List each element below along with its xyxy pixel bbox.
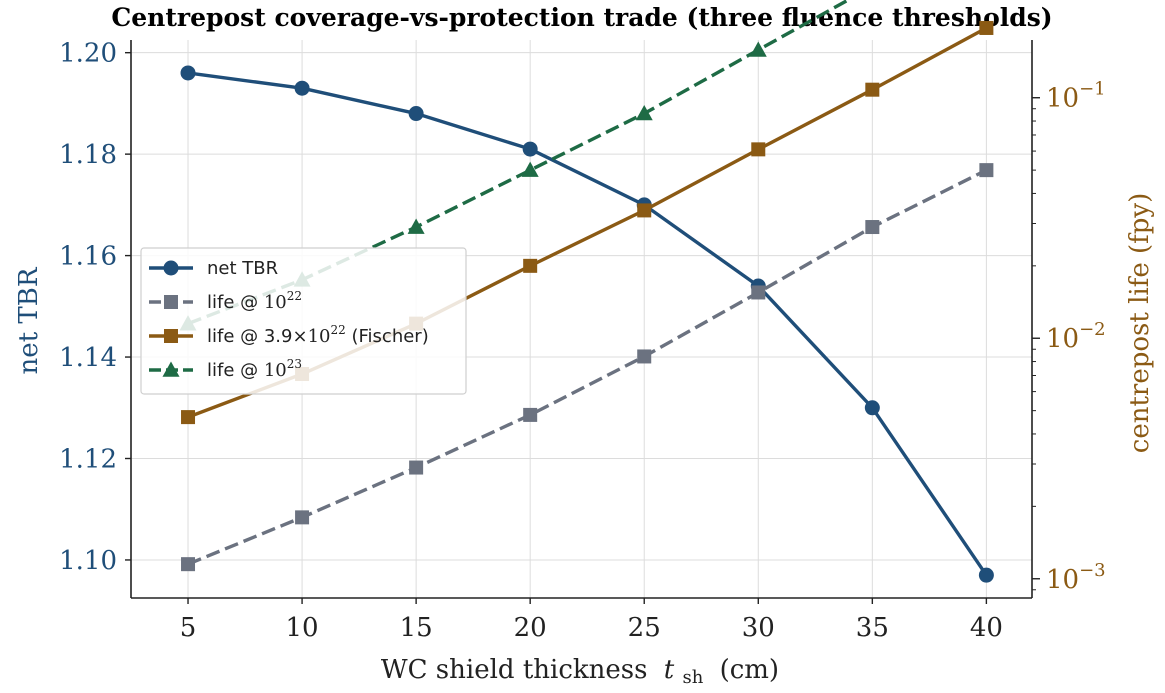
data-point bbox=[523, 407, 538, 422]
data-point bbox=[522, 141, 538, 157]
data-point bbox=[408, 106, 424, 122]
axes bbox=[130, 40, 1033, 599]
y-tick-label-left: 1.10 bbox=[59, 546, 117, 576]
x-axis-label-unit: (cm) bbox=[720, 655, 780, 685]
data-point bbox=[294, 80, 310, 96]
legend-marker bbox=[162, 361, 180, 377]
y-tick-label-right: 10−2 bbox=[1046, 319, 1106, 354]
data-point bbox=[295, 510, 310, 525]
y-tick-label-left: 1.14 bbox=[59, 343, 117, 373]
legend-marker bbox=[164, 329, 178, 343]
y-axis-label-right: centrepost life (fpy) bbox=[1125, 193, 1155, 453]
data-point bbox=[978, 567, 994, 583]
data-point bbox=[521, 161, 539, 177]
data-point bbox=[751, 142, 766, 157]
x-tick-label: 30 bbox=[742, 613, 775, 643]
legend: net TBR life @ 1022 life @ 3.9×1022 (Fisch… bbox=[140, 247, 467, 395]
data-point bbox=[523, 258, 538, 273]
legend-marker bbox=[164, 295, 178, 309]
legend-label: life @ 3.9×1022 (Fischer) bbox=[207, 323, 429, 347]
legend-label: life @ 1022 bbox=[207, 289, 302, 313]
data-point bbox=[865, 220, 880, 235]
x-tick-label: 15 bbox=[400, 613, 433, 643]
data-point bbox=[181, 410, 196, 425]
y-tick-label-left: 1.18 bbox=[59, 140, 117, 170]
x-axis-label-variable: t bbox=[664, 655, 675, 685]
data-point bbox=[635, 104, 653, 121]
data-point bbox=[180, 65, 196, 81]
y-tick-label-left: 1.16 bbox=[59, 242, 117, 272]
x-tick-label: 40 bbox=[970, 613, 1003, 643]
x-tick-label: 35 bbox=[856, 613, 889, 643]
data-point bbox=[637, 203, 652, 218]
series-1 bbox=[181, 163, 994, 572]
x-tick-label: 5 bbox=[180, 613, 197, 643]
x-axis-label-subscript: sh bbox=[682, 667, 703, 688]
y-axis-label-left: net TBR bbox=[14, 266, 44, 374]
data-point bbox=[751, 285, 766, 300]
legend-marker bbox=[163, 260, 179, 276]
x-axis-label: WC shield thickness t sh (cm) bbox=[381, 655, 779, 690]
chart-title: Centrepost coverage-vs-protection trade … bbox=[111, 3, 1052, 32]
data-point bbox=[749, 41, 767, 57]
y-tick-label-left: 1.12 bbox=[59, 445, 117, 475]
y-tick-label-right: 10−1 bbox=[1046, 79, 1106, 114]
legend-label: life @ 1023 bbox=[207, 357, 302, 381]
x-tick-label: 20 bbox=[514, 613, 547, 643]
data-point bbox=[979, 163, 994, 178]
series-line bbox=[187, 71, 988, 577]
x-axis-label-text: WC shield thickness bbox=[381, 655, 648, 685]
x-tick-label: 25 bbox=[628, 613, 661, 643]
data-point bbox=[865, 82, 880, 97]
data-point bbox=[181, 557, 196, 572]
y-tick-label-left: 1.20 bbox=[59, 39, 117, 69]
data-point bbox=[864, 400, 880, 416]
data-point bbox=[979, 20, 994, 35]
y-tick-label-right: 10−3 bbox=[1046, 560, 1106, 595]
ticks: 5 10 15 20 25 30 35 40 1.10 1.12 1.14 1.16 1.18 1.20 1… bbox=[59, 39, 1106, 643]
series-line bbox=[187, 168, 988, 566]
data-point bbox=[409, 460, 424, 475]
x-tick-label: 10 bbox=[286, 613, 319, 643]
data-point bbox=[637, 349, 652, 364]
legend-label: net TBR bbox=[207, 258, 278, 279]
legend-box bbox=[140, 247, 467, 395]
data-point bbox=[407, 218, 425, 234]
